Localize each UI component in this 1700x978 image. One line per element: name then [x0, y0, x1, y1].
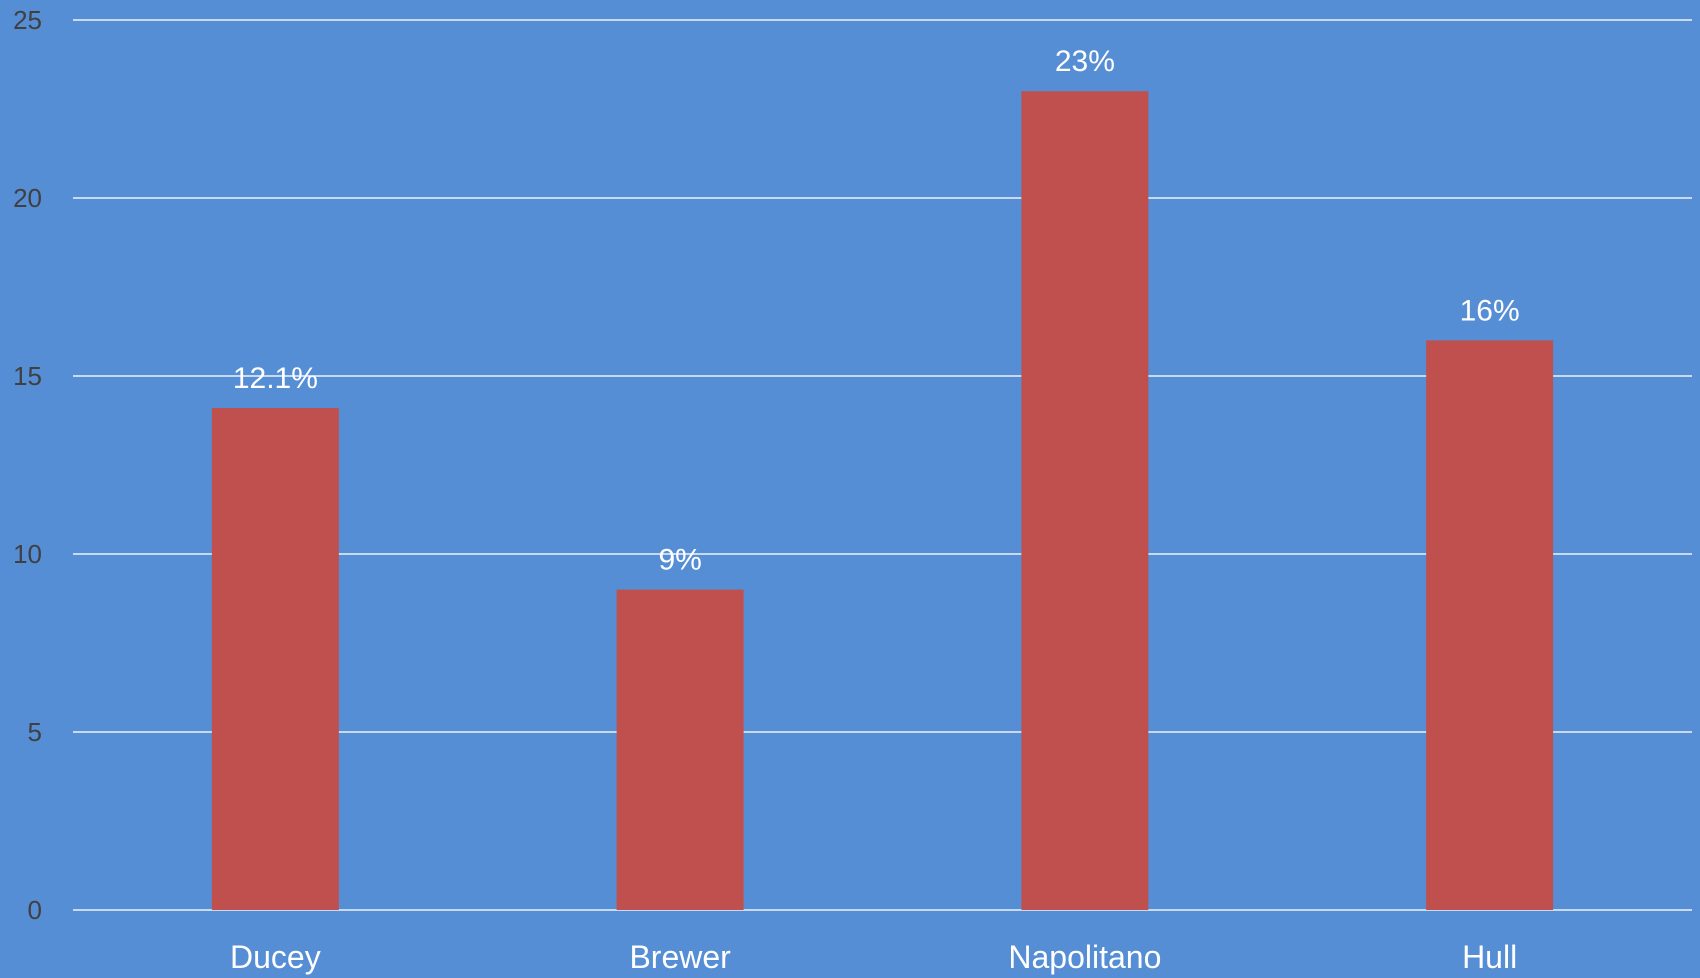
y-axis-tick-labels: 0 5 10 15 20 25: [13, 5, 42, 925]
x-axis-category-labels: Ducey Brewer Napolitano Hull: [230, 939, 1517, 975]
y-tick-label: 20: [13, 183, 42, 213]
data-label-ducey: 12.1%: [233, 362, 318, 395]
bar-hull: [1426, 340, 1554, 910]
x-category-label-brewer: Brewer: [629, 939, 731, 975]
y-tick-label: 10: [13, 539, 42, 569]
data-label-brewer: 9%: [658, 544, 701, 577]
y-tick-label: 15: [13, 361, 42, 391]
x-category-label-napolitano: Napolitano: [1008, 939, 1161, 975]
data-label-napolitano: 23%: [1055, 45, 1115, 78]
y-tick-label: 0: [28, 895, 42, 925]
y-tick-label: 5: [28, 717, 42, 747]
data-labels: 12.1% 9% 23% 16%: [233, 45, 1520, 576]
bar-brewer: [616, 589, 744, 910]
bar-napolitano: [1021, 91, 1149, 910]
x-category-label-hull: Hull: [1462, 939, 1517, 975]
data-label-hull: 16%: [1460, 294, 1520, 327]
bar-ducey: [211, 408, 339, 910]
bars: [211, 91, 1554, 910]
x-category-label-ducey: Ducey: [230, 939, 321, 975]
y-tick-label: 25: [13, 5, 42, 35]
gridlines: [73, 19, 1692, 911]
